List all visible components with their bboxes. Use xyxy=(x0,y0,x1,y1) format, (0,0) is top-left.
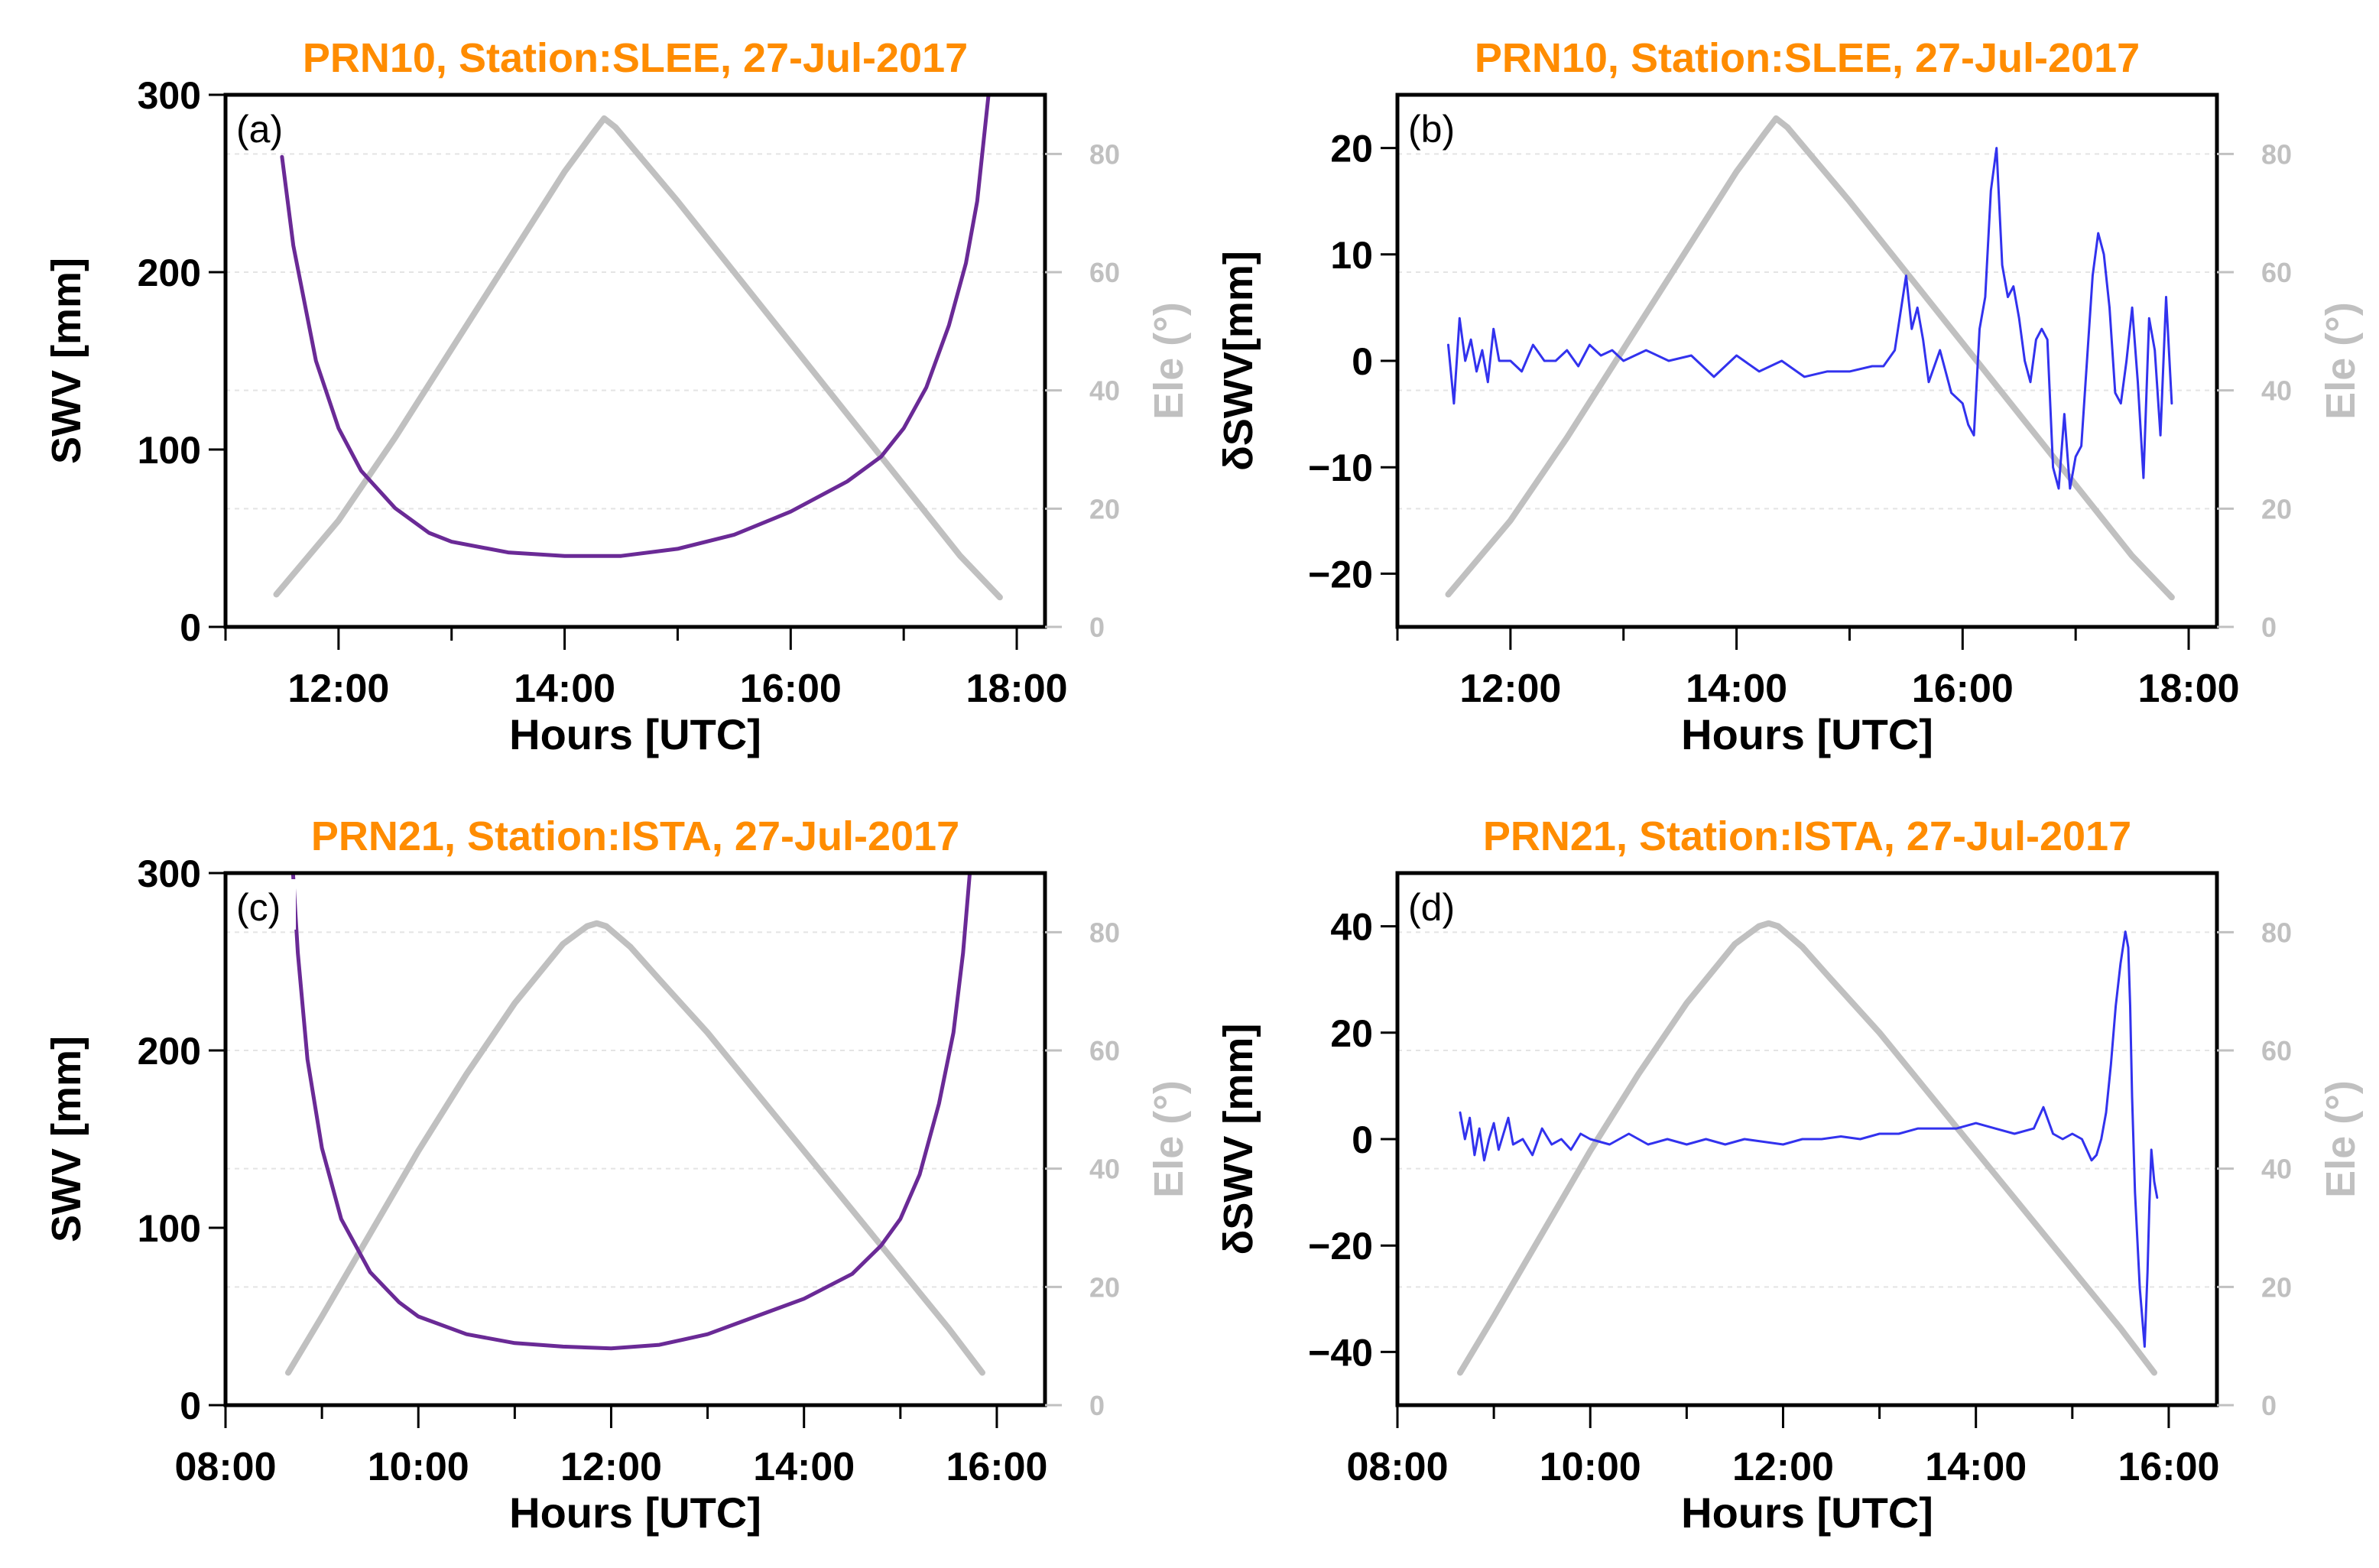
y2-tick-label: 60 xyxy=(2261,257,2292,288)
panel-title: PRN21, Station:ISTA, 27-Jul-2017 xyxy=(1483,813,2131,859)
y-tick-label: 40 xyxy=(1330,906,1373,949)
y-tick-label: 20 xyxy=(1330,1012,1373,1055)
x-tick-label: 10:00 xyxy=(1540,1445,1641,1489)
swv-series-line xyxy=(280,95,991,558)
y-tick-label: 200 xyxy=(138,1030,201,1073)
elevation-series-line xyxy=(1457,920,2157,1376)
panel-label-bg xyxy=(232,101,296,151)
x-tick-label: 16:00 xyxy=(740,667,842,711)
panel-label: (b) xyxy=(1408,108,1455,151)
y2-tick-label: 0 xyxy=(2261,1390,2277,1421)
y2-tick-label: 0 xyxy=(1089,612,1105,643)
panel-c: 08:00 10:00 12:00 14:00 16:00 0 100 200 300 0 20 40… xyxy=(44,813,1192,1537)
y-axis-label: δSWV [mm] xyxy=(1215,1024,1261,1255)
y2-tick-label: 20 xyxy=(1089,1271,1120,1303)
y-tick-label: 0 xyxy=(1352,340,1373,383)
panel-label-bg xyxy=(1404,879,1468,930)
y-axis-label: δSWV[mm] xyxy=(1215,251,1261,471)
y-tick-label: −40 xyxy=(1308,1331,1373,1374)
panel-b: 12:00 14:00 16:00 18:00 −20 −10 0 10 20 0 20 40 60 80… xyxy=(1215,35,2364,758)
elevation-series-line xyxy=(285,920,985,1376)
y-tick-label: 0 xyxy=(1352,1118,1373,1161)
x-tick-label: 12:00 xyxy=(287,667,389,711)
panel-title: PRN21, Station:ISTA, 27-Jul-2017 xyxy=(311,813,959,859)
y-tick-label: 100 xyxy=(138,429,201,472)
y-tick-label: 300 xyxy=(138,852,201,895)
y2-tick-label: 0 xyxy=(2261,612,2277,643)
panel-label-bg xyxy=(232,879,296,930)
y-tick-label: 300 xyxy=(138,74,201,117)
x-axis-label: Hours [UTC] xyxy=(1681,1488,1933,1537)
y2-tick-label: 80 xyxy=(1089,917,1120,948)
y2-tick-label: 40 xyxy=(2261,375,2292,407)
y-tick-label: −20 xyxy=(1308,553,1373,596)
y2-tick-label: 80 xyxy=(1089,138,1120,170)
x-axis-label: Hours [UTC] xyxy=(1681,710,1933,758)
y2-tick-label: 60 xyxy=(1089,257,1120,288)
y2-tick-label: 40 xyxy=(2261,1154,2292,1185)
y-axis-label: SWV [mm] xyxy=(44,1036,89,1242)
x-tick-label: 08:00 xyxy=(175,1445,277,1489)
x-tick-label: 14:00 xyxy=(1686,667,1787,711)
y-tick-label: 200 xyxy=(138,252,201,294)
y-tick-label: 0 xyxy=(180,606,201,649)
y2-axis-label: Ele (°) xyxy=(2318,1080,2364,1198)
y2-axis-label: Ele (°) xyxy=(2318,302,2364,420)
x-tick-label: 12:00 xyxy=(1732,1445,1834,1489)
x-tick-label: 12:00 xyxy=(560,1445,662,1489)
y-tick-label: 100 xyxy=(138,1207,201,1250)
x-tick-label: 16:00 xyxy=(2118,1445,2219,1489)
x-tick-label: 16:00 xyxy=(946,1445,1047,1489)
x-axis-label: Hours [UTC] xyxy=(509,710,761,758)
y-tick-label: −10 xyxy=(1308,446,1373,489)
plot-frame xyxy=(223,871,1047,1407)
y2-tick-label: 20 xyxy=(1089,493,1120,524)
x-tick-label: 12:00 xyxy=(1459,667,1561,711)
y2-tick-label: 0 xyxy=(1089,1390,1105,1421)
y-tick-label: 20 xyxy=(1330,128,1373,170)
panel-d: 08:00 10:00 12:00 14:00 16:00 −40 −20 0 20 40 0 20 4… xyxy=(1215,813,2364,1537)
y2-tick-label: 80 xyxy=(2261,917,2292,948)
y2-axis-label: Ele (°) xyxy=(1146,1080,1192,1198)
y-tick-label: 10 xyxy=(1330,234,1373,277)
panel-title: PRN10, Station:SLEE, 27-Jul-2017 xyxy=(303,35,968,81)
x-tick-label: 18:00 xyxy=(966,667,1068,711)
panel-title: PRN10, Station:SLEE, 27-Jul-2017 xyxy=(1475,35,2140,81)
y-tick-label: −20 xyxy=(1308,1225,1373,1268)
y2-tick-label: 80 xyxy=(2261,138,2292,170)
dswv-series-line xyxy=(1459,930,2159,1348)
panel-label: (d) xyxy=(1408,886,1455,929)
panel-label: (a) xyxy=(236,108,283,151)
x-tick-label: 14:00 xyxy=(1925,1445,2027,1489)
panel-label-bg xyxy=(1404,101,1468,151)
x-tick-label: 10:00 xyxy=(368,1445,469,1489)
panel-label: (c) xyxy=(236,886,281,929)
y2-tick-label: 40 xyxy=(1089,1154,1120,1185)
x-tick-label: 08:00 xyxy=(1347,1445,1449,1489)
x-tick-label: 16:00 xyxy=(1912,667,2014,711)
y2-tick-label: 20 xyxy=(2261,493,2292,524)
plot-frame xyxy=(1395,93,2219,629)
y2-tick-label: 20 xyxy=(2261,1271,2292,1303)
y2-axis-label: Ele (°) xyxy=(1146,302,1192,420)
y2-tick-label: 60 xyxy=(2261,1035,2292,1066)
panel-a: 12:00 14:00 16:00 18:00 0 100 200 300 0 20 40 60 80 P… xyxy=(44,35,1192,758)
y2-tick-label: 40 xyxy=(1089,375,1120,407)
y-tick-label: 0 xyxy=(180,1385,201,1427)
x-tick-label: 14:00 xyxy=(514,667,615,711)
x-axis-label: Hours [UTC] xyxy=(509,1488,761,1537)
dswv-series-line xyxy=(1447,147,2173,490)
x-tick-label: 18:00 xyxy=(2138,667,2240,711)
y-axis-label: SWV [mm] xyxy=(44,258,89,464)
elevation-series-line xyxy=(273,115,1003,601)
x-tick-label: 14:00 xyxy=(753,1445,855,1489)
plot-frame xyxy=(223,93,1047,629)
swv-series-line xyxy=(290,873,972,1351)
elevation-series-line xyxy=(1445,115,2175,601)
y2-tick-label: 60 xyxy=(1089,1035,1120,1066)
